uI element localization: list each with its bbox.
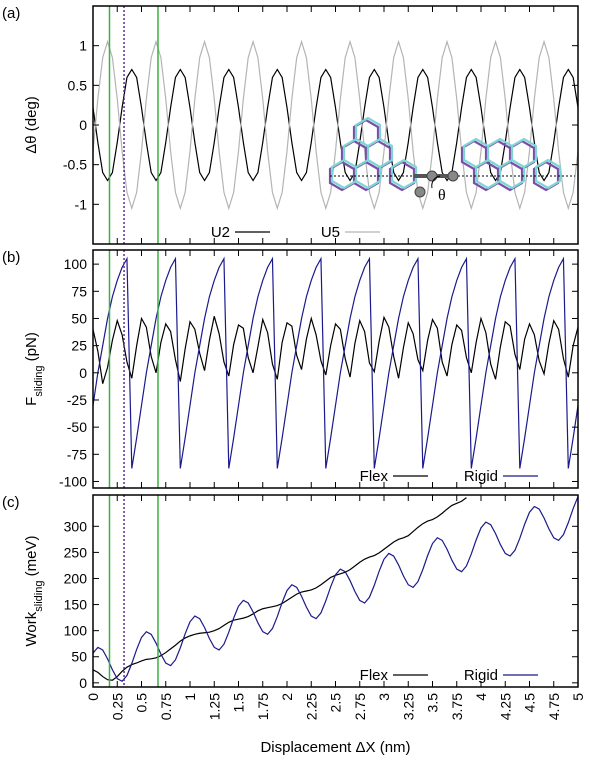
- y-axis-label-part: (meV): [23, 536, 40, 581]
- data-line: [93, 497, 578, 682]
- legend-label: Rigid: [464, 468, 498, 485]
- figure: -1 -0.5 0 0.5 1 U2 U5 (a) Δθ (deg) -100 -75 -50 -25 0…: [0, 0, 590, 764]
- y-axis-label: Δθ (deg): [23, 96, 40, 154]
- x-tick-label: 2.75: [352, 693, 368, 720]
- x-tick-label: 3.25: [400, 693, 416, 720]
- x-tick-label: 2.25: [303, 693, 319, 720]
- panel-label: (c): [2, 494, 20, 511]
- panel-label: (a): [2, 5, 20, 22]
- x-tick-label: 2: [279, 693, 295, 701]
- legend-label: U5: [321, 224, 340, 241]
- x-tick-label: 4.25: [497, 693, 513, 720]
- x-tick-label: 4: [473, 693, 489, 701]
- y-axis-label-part: (pN): [23, 332, 40, 365]
- plot-frame: [93, 6, 578, 244]
- y-tick-label: 1: [79, 38, 87, 54]
- x-tick-label: 1.5: [231, 693, 247, 713]
- legend-label: Flex: [360, 468, 389, 485]
- y-tick-label: -50: [67, 419, 87, 435]
- x-tick-label: 1.25: [206, 693, 222, 720]
- y-axis-label-part: sliding: [33, 581, 45, 612]
- inset-label: θ: [438, 187, 446, 204]
- x-tick-label: 1: [182, 693, 198, 701]
- y-axis-label-part: F: [23, 397, 40, 406]
- x-tick-label: 0.5: [134, 693, 150, 713]
- y-tick-label: -100: [59, 473, 87, 489]
- legend-label: Rigid: [464, 667, 498, 684]
- y-tick-label: 50: [71, 310, 87, 326]
- y-tick-label: 0: [79, 117, 87, 133]
- x-tick-label: 3.5: [425, 693, 441, 713]
- y-axis-label: Fsliding (pN): [23, 332, 45, 406]
- y-tick-label: 50: [71, 649, 87, 665]
- x-axis-label: Displacement ΔX (nm): [260, 739, 410, 756]
- x-tick-label: 0.25: [109, 693, 125, 720]
- y-axis-label-part: sliding: [33, 365, 45, 396]
- y-tick-label: 100: [64, 256, 88, 272]
- x-tick-label: 1.75: [255, 693, 271, 720]
- x-tick-label: 5: [570, 693, 586, 701]
- x-tick-label: 0: [85, 693, 101, 701]
- y-tick-label: 150: [64, 597, 88, 613]
- y-tick-label: 25: [71, 338, 87, 354]
- y-tick-label: 75: [71, 283, 87, 299]
- y-tick-label: 300: [64, 518, 88, 534]
- molecule-inset: θ: [330, 118, 575, 204]
- x-tick-label: 4.75: [546, 693, 562, 720]
- y-tick-label: 200: [64, 570, 88, 586]
- plot-frame: [93, 495, 578, 687]
- y-tick-label: 0.5: [68, 77, 88, 93]
- y-tick-label: -0.5: [63, 157, 87, 173]
- plot-area: [93, 259, 578, 469]
- y-axis-label: Worksliding (meV): [23, 536, 45, 647]
- panel-label: (b): [2, 249, 20, 266]
- y-tick-label: -25: [67, 392, 87, 408]
- x-tick-label: 2.5: [328, 693, 344, 713]
- legend-label: Flex: [360, 667, 389, 684]
- data-line: [93, 498, 466, 681]
- y-tick-label: 100: [64, 623, 88, 639]
- x-tick-label: 0.75: [158, 693, 174, 720]
- y-tick-label: 250: [64, 544, 88, 560]
- y-tick-label: 0: [79, 675, 87, 691]
- y-axis-label-part: Work: [23, 611, 40, 646]
- y-tick-label: -1: [75, 196, 88, 212]
- x-tick-label: 3.75: [449, 693, 465, 720]
- y-axis-label-part: Δθ (deg): [23, 96, 40, 154]
- data-line: [93, 259, 578, 469]
- y-tick-label: -75: [67, 446, 87, 462]
- x-tick-label: 4.5: [522, 693, 538, 713]
- x-tick-label: 3: [376, 693, 392, 701]
- legend-label: U2: [211, 224, 230, 241]
- plot-frame: [93, 250, 578, 488]
- y-tick-label: 0: [79, 365, 87, 381]
- data-line: [93, 316, 578, 383]
- plot-area: [93, 497, 578, 682]
